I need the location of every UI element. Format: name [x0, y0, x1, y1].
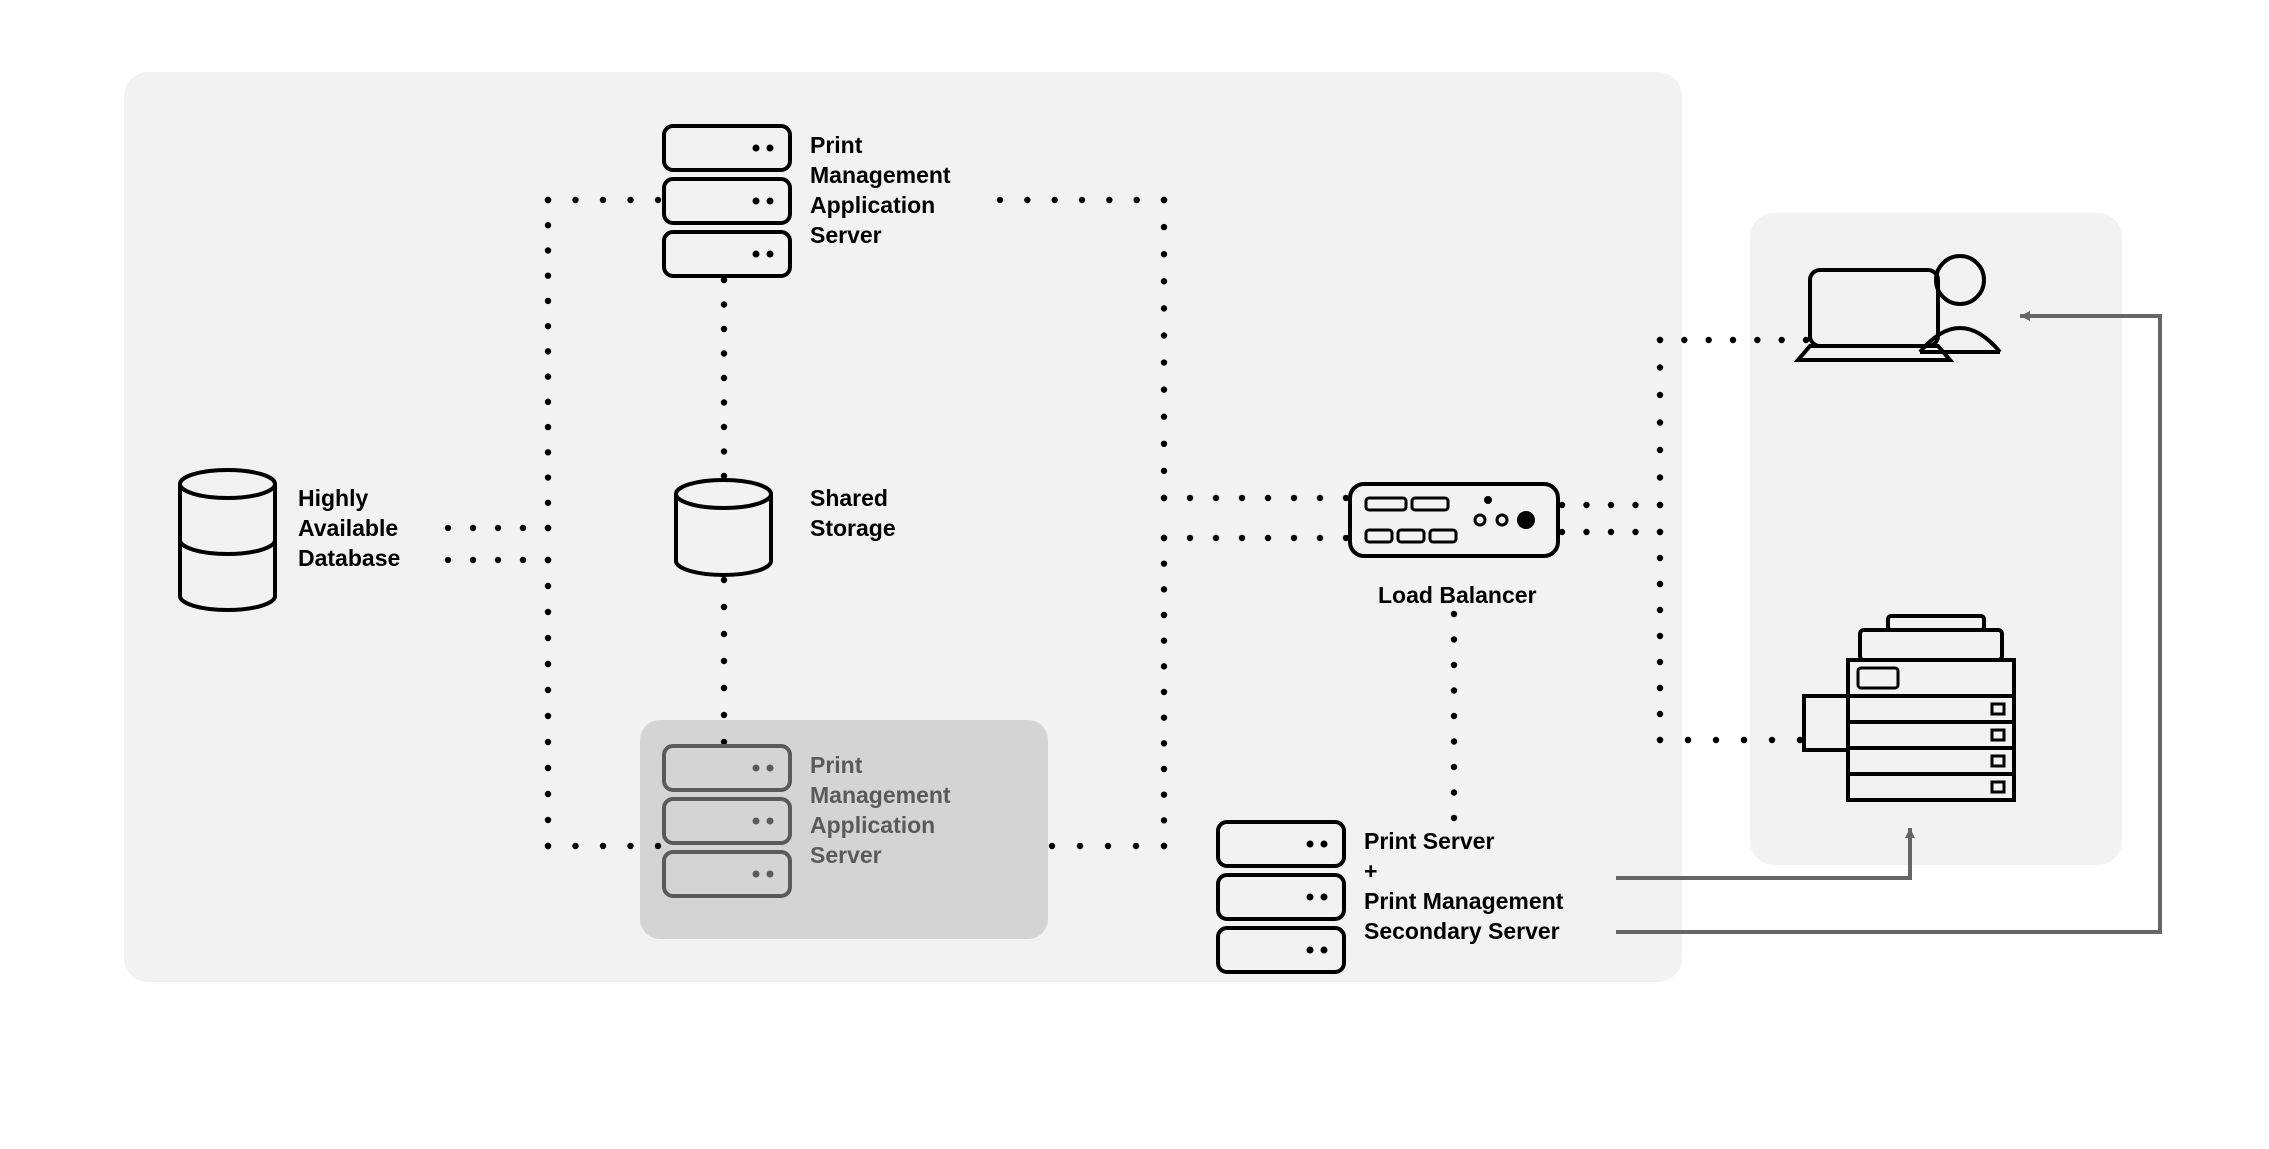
- app-server-2-label-line: Print: [810, 752, 863, 778]
- app-server-2-label-line: Management: [810, 782, 951, 808]
- load-balancer-label-line: Load Balancer: [1378, 582, 1537, 608]
- shared-storage-label-line: Storage: [810, 515, 896, 541]
- app-server-1-label-line: Print: [810, 132, 863, 158]
- app-server-1-label-line: Application: [810, 192, 935, 218]
- database-label-line: Highly: [298, 485, 368, 511]
- print-server-label-line: Secondary Server: [1364, 918, 1560, 944]
- app-server-2-label-line: Application: [810, 812, 935, 838]
- shared-storage-label-line: Shared: [810, 485, 888, 511]
- load-balancer-label: Load Balancer: [1378, 582, 1537, 608]
- database-label-line: Available: [298, 515, 398, 541]
- print-server-label-line: Print Management: [1364, 888, 1564, 914]
- app-server-1-label-line: Management: [810, 162, 951, 188]
- print-server-label-line: +: [1364, 858, 1377, 884]
- app-server-1-label-line: Server: [810, 222, 882, 248]
- architecture-diagram: Highly Available Database Print Management Ap…: [0, 0, 2269, 1149]
- print-server-label-line: Print Server: [1364, 828, 1494, 854]
- database-label-line: Database: [298, 545, 400, 571]
- app-server-2-label-line: Server: [810, 842, 882, 868]
